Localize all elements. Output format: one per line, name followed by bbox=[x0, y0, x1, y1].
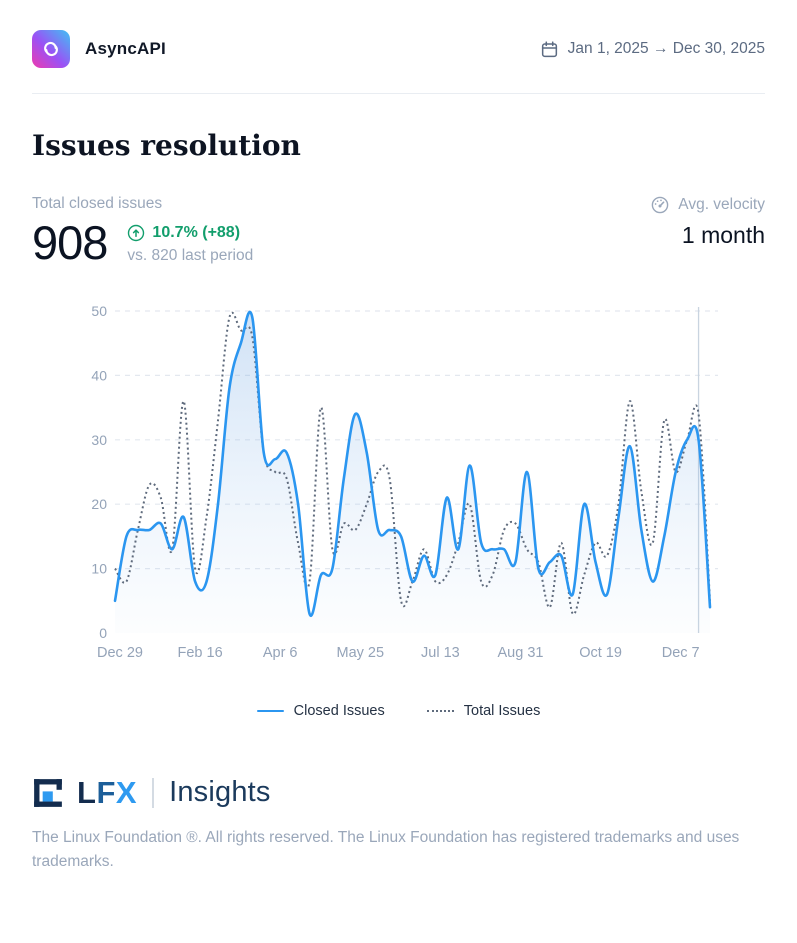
svg-text:50: 50 bbox=[91, 303, 107, 319]
svg-text:0: 0 bbox=[99, 625, 107, 641]
gauge-icon bbox=[651, 196, 669, 214]
page-title: Issues resolution bbox=[32, 129, 301, 162]
date-range-text: Jan 1, 2025 → Dec 30, 2025 bbox=[567, 40, 765, 57]
svg-text:Aug 31: Aug 31 bbox=[497, 645, 543, 661]
brand: AsyncAPI bbox=[32, 30, 166, 68]
svg-text:Jul 13: Jul 13 bbox=[421, 645, 460, 661]
avg-velocity-value: 1 month bbox=[681, 222, 765, 248]
lfx-cube-icon bbox=[34, 778, 62, 807]
avg-velocity-block: Avg. velocity 1 month bbox=[650, 195, 765, 249]
svg-text:Dec 29: Dec 29 bbox=[97, 645, 143, 661]
legend-item-total-issues[interactable]: Total Issues bbox=[426, 702, 541, 719]
legend-label: Total Issues bbox=[463, 702, 541, 719]
svg-text:Dec 7: Dec 7 bbox=[662, 645, 700, 661]
lfx-letter-l: L bbox=[77, 774, 97, 810]
svg-text:Oct 19: Oct 19 bbox=[579, 645, 622, 661]
asyncapi-logo-icon bbox=[32, 30, 70, 68]
svg-text:30: 30 bbox=[91, 431, 107, 447]
total-closed-label: Total closed issues bbox=[32, 195, 163, 212]
arrow-up-circle-icon bbox=[128, 224, 145, 242]
avg-velocity-label: Avg. velocity bbox=[678, 196, 765, 213]
solid-line-swatch-icon bbox=[256, 709, 284, 712]
lfx-letter-f: F bbox=[96, 774, 116, 810]
svg-text:40: 40 bbox=[91, 367, 107, 383]
svg-text:May 25: May 25 bbox=[337, 645, 385, 661]
issues-chart: 0 10 20 30 40 50 Dec 29 Feb 16 Apr 6 May 25 Jul 13… bbox=[58, 299, 765, 671]
copyright-text: The Linux Foundation ®. All rights reser… bbox=[32, 828, 740, 870]
logo-divider bbox=[152, 777, 155, 808]
date-range-picker[interactable]: Jan 1, 2025 → Dec 30, 2025 bbox=[540, 40, 765, 59]
svg-text:20: 20 bbox=[91, 496, 107, 512]
calendar-icon bbox=[541, 40, 557, 57]
report-page: AsyncAPI Jan 1, 2025 → Dec 30, 2025 Issu… bbox=[32, 0, 765, 874]
lfx-letter-x: X bbox=[115, 774, 138, 810]
svg-text:10: 10 bbox=[91, 560, 107, 576]
total-closed-block: Total closed issues 908 10.7% (+88) bbox=[32, 195, 253, 266]
svg-text:Feb 16: Feb 16 bbox=[178, 645, 223, 661]
dotted-line-swatch-icon bbox=[426, 709, 454, 712]
asyncapi-s-glyph bbox=[44, 41, 58, 57]
svg-text:Apr 6: Apr 6 bbox=[263, 645, 298, 661]
comparison-text: vs. 820 last period bbox=[127, 247, 254, 264]
line-chart-canvas: 0 10 20 30 40 50 Dec 29 Feb 16 Apr 6 May 25 Jul 13… bbox=[91, 303, 718, 661]
chart-legend: Closed Issues Total Issues bbox=[32, 703, 765, 719]
delta-text: 10.7% (+88) bbox=[152, 224, 241, 241]
header: AsyncAPI Jan 1, 2025 → Dec 30, 2025 bbox=[32, 0, 765, 94]
insights-wordmark: Insights bbox=[169, 776, 271, 809]
total-closed-value: 908 bbox=[32, 216, 108, 269]
stats-section: Total closed issues 908 10.7% (+88) bbox=[32, 195, 765, 266]
legend-label: Closed Issues bbox=[293, 702, 385, 719]
app-name: AsyncAPI bbox=[85, 39, 166, 58]
legend-item-closed-issues[interactable]: Closed Issues bbox=[256, 702, 385, 719]
